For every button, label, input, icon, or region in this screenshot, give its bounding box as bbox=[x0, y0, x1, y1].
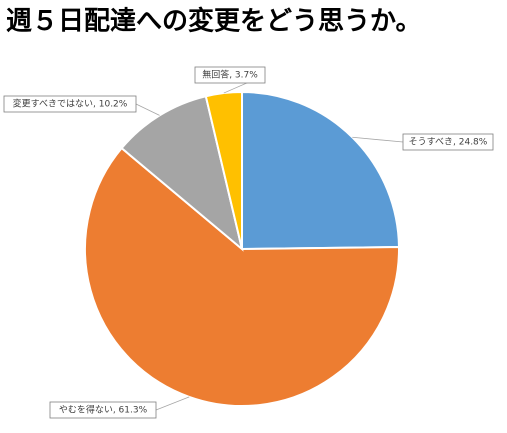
pie-slice bbox=[84, 146, 400, 407]
leader-line bbox=[155, 396, 190, 411]
label-box bbox=[194, 66, 266, 84]
label-box bbox=[3, 95, 137, 113]
data-label: やむを得ない, 61.3% bbox=[59, 404, 148, 416]
chart-title: 週５日配達への変更をどう思うか。 bbox=[6, 6, 421, 37]
pie-slice bbox=[120, 95, 244, 252]
label-box bbox=[49, 401, 157, 419]
data-label: 変更すべきではない, 10.2% bbox=[13, 98, 128, 110]
label-box bbox=[402, 133, 494, 151]
data-label: そうすべき, 24.8% bbox=[409, 137, 488, 148]
leader-line bbox=[135, 103, 160, 116]
pie-slice bbox=[241, 90, 401, 251]
leader-line bbox=[352, 136, 404, 143]
data-label: 無回答, 3.7% bbox=[202, 69, 258, 81]
